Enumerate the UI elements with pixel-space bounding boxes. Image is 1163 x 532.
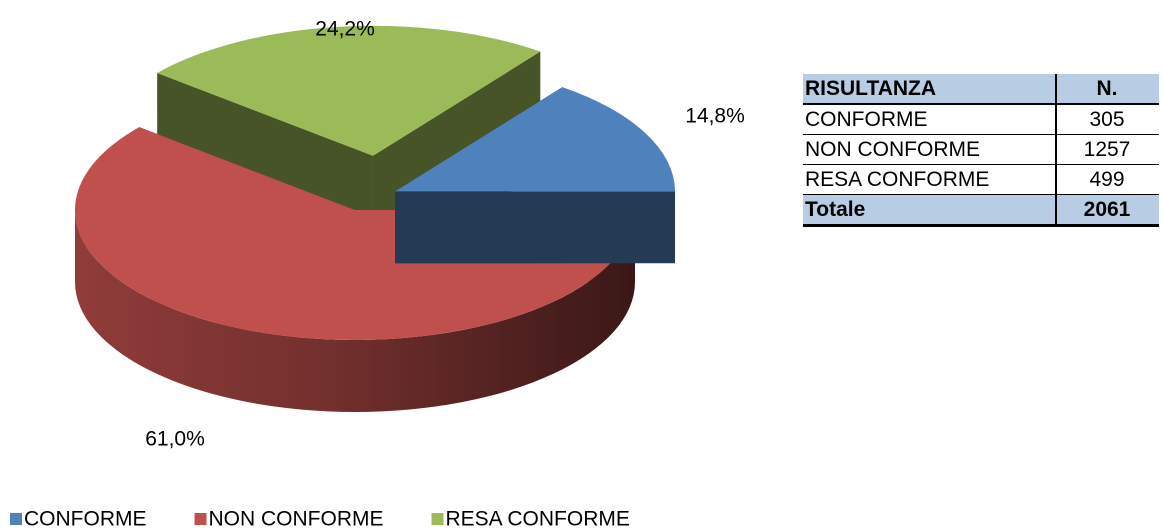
cell: 2061 [1055,194,1159,227]
header-cell: RISULTANZA [803,74,1056,105]
table-total: Totale 2061 [803,194,1159,227]
legend-label: CONFORME [24,508,147,531]
table-row: RESA CONFORME 499 [803,164,1159,195]
header-cell: N. [1055,74,1159,105]
summary-table: RISULTANZA N. CONFORME 305 NON CONFORME … [803,74,1159,227]
legend-swatch [431,513,444,525]
cell: 1257 [1055,134,1159,165]
legend-label: NON CONFORME [209,508,384,531]
slice-side [75,210,635,412]
slice-wall [157,72,373,228]
table-row: CONFORME 305 [803,104,1159,135]
cell: NON CONFORME [803,134,1056,165]
data-label: 24,2% [315,18,375,41]
data-label: 61,0% [145,428,205,451]
pie-slice [395,87,676,192]
table-header: RISULTANZA N. [803,74,1159,105]
legend-label: RESA CONFORME [446,508,630,531]
legend-swatch [10,513,22,525]
pie-slice [75,127,636,341]
data-label: 14,8% [685,105,745,128]
legend-swatch [194,513,207,525]
cell: RESA CONFORME [803,164,1056,195]
cell: CONFORME [803,104,1056,135]
table-row: NON CONFORME 1257 [803,134,1159,165]
cell: 499 [1055,164,1159,195]
slice-wall [395,191,676,264]
cell: 305 [1055,104,1159,135]
cell: Totale [803,194,1056,227]
pie-slice [157,25,541,156]
chart: 14,8% 61,0% 24,2% CONFORME NON CONFORME RESA … [10,18,745,531]
